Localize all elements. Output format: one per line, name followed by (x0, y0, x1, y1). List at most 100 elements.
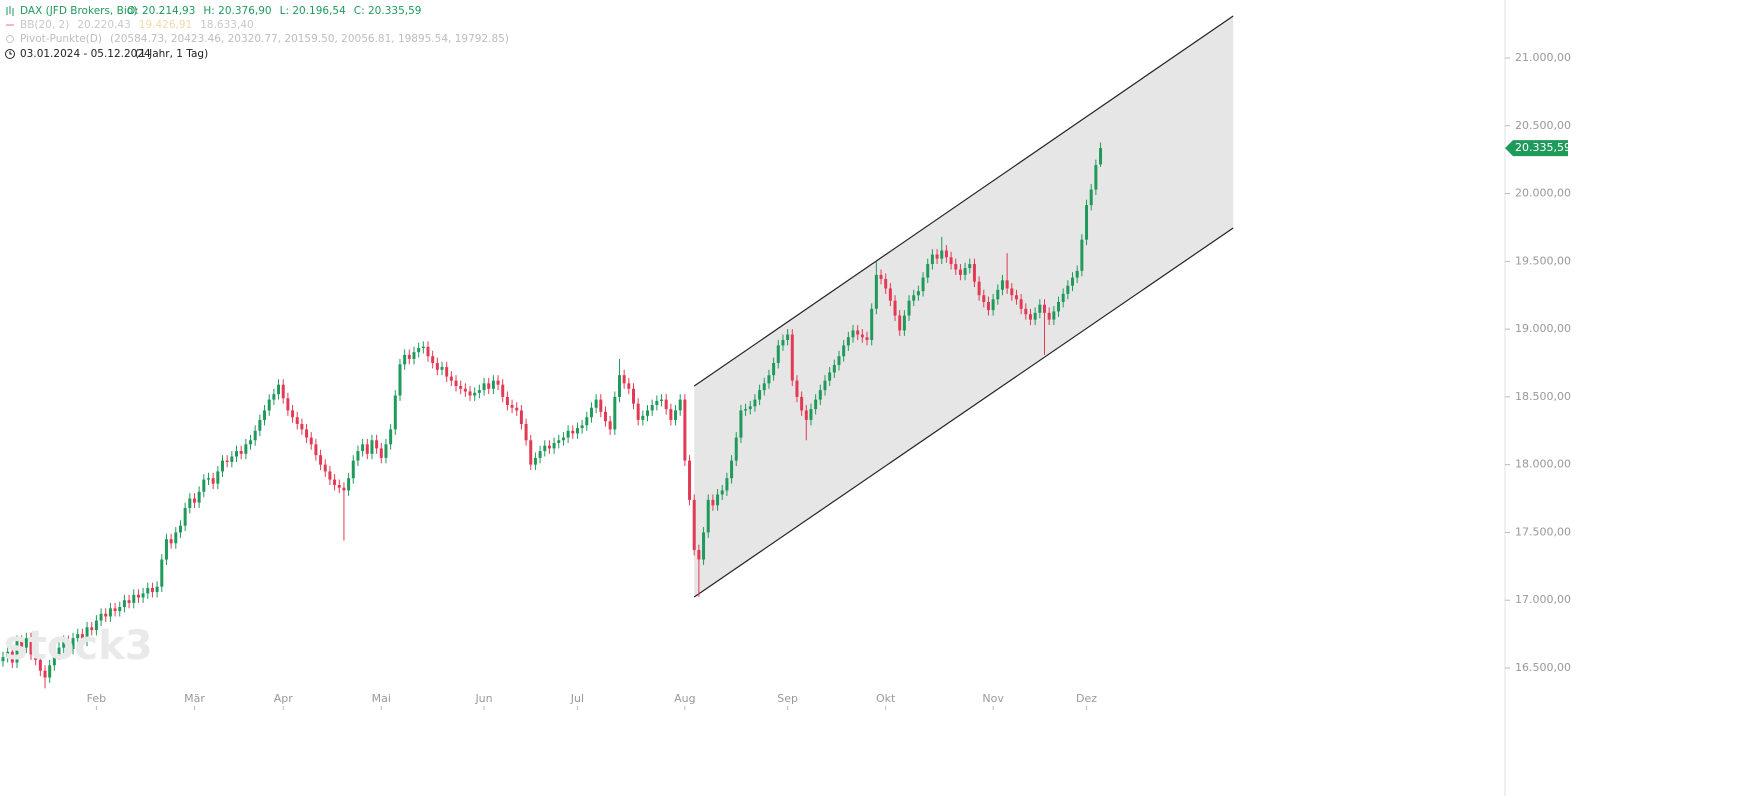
candle-body (319, 455, 323, 465)
candle-body (48, 665, 52, 678)
plot-area (1, 15, 1234, 689)
candle-body (991, 299, 995, 311)
candle-body (6, 651, 10, 658)
candle-body (510, 405, 514, 408)
candle-body (860, 334, 864, 338)
x-tick-label: Jun (474, 692, 492, 705)
candle-body (986, 302, 990, 311)
candle-body (1000, 280, 1004, 290)
candle-body (337, 484, 341, 488)
last-price-label: 20.335,59 (1515, 141, 1571, 154)
candle-body (832, 365, 836, 373)
candle-body (150, 588, 154, 593)
candle-body (113, 608, 117, 612)
candle-body (608, 421, 612, 430)
candle-body (393, 395, 397, 430)
candle-body (454, 380, 458, 387)
x-tick-label: Okt (876, 692, 896, 705)
candle-body (552, 442, 556, 449)
candle-body (702, 532, 706, 560)
candle-body (108, 608, 112, 617)
candle-body (305, 429, 309, 438)
candle-body (85, 627, 89, 641)
candle-body (846, 337, 850, 346)
candle-body (501, 384, 505, 397)
candle-body (669, 409, 673, 420)
candle-body (118, 606, 122, 612)
indicator: BB(20, 2) 20.220,43 19.426,91 18.633,40 (20, 19, 254, 31)
candle-body (725, 478, 729, 491)
candle-body (52, 654, 56, 666)
candle-body (34, 654, 38, 660)
ohlc-label: O: 20.214,93 (127, 5, 195, 17)
candle-body (417, 348, 421, 353)
candle-body (580, 425, 584, 429)
candle-body (407, 354, 411, 359)
x-tick-label: Aug (674, 692, 695, 705)
candle-body (1010, 288, 1014, 296)
candle-body (533, 457, 537, 465)
candle-body (529, 440, 533, 465)
candle-body (281, 384, 285, 399)
candle-body (267, 399, 271, 411)
candle-body (431, 356, 435, 363)
candle-body (160, 559, 164, 587)
candle-body (1042, 304, 1046, 313)
candle-body (1085, 205, 1089, 240)
candle-body (309, 437, 313, 445)
candle-body (351, 460, 355, 479)
candle-body (1038, 304, 1042, 313)
candle-body (585, 417, 589, 426)
ohlc-label: C: 20.335,59 (354, 5, 422, 17)
candle-body (603, 411, 607, 422)
candle-body (664, 399, 668, 410)
candle-body (295, 417, 299, 424)
y-tick-label: 18.500,00 (1515, 390, 1571, 403)
candle-body (333, 479, 337, 485)
x-tick-label: Nov (982, 692, 1004, 705)
candle-body (473, 392, 477, 396)
indicator-value: 19.426,91 (139, 19, 192, 31)
candle-body (258, 419, 262, 431)
indicator-value: 18.633,40 (200, 19, 253, 31)
chart-title: DAX (JFD Brokers, Bid) (20, 5, 138, 17)
candle-body (482, 383, 486, 391)
candle-body (1, 657, 5, 662)
candle-body (174, 532, 178, 544)
header-icon (6, 6, 14, 16)
candle-body (468, 391, 472, 396)
candle-body (734, 437, 738, 461)
period: 03.01.2024 - 05.12.2024 (20, 48, 151, 60)
indicator: Pivot-Punkte(D) (20584.73, 20423.46, 2032… (20, 33, 509, 45)
candle-body (949, 257, 953, 265)
candle-body (244, 444, 248, 454)
candle-body (43, 670, 47, 678)
clock-hand (9, 51, 12, 55)
candle-body (1080, 239, 1084, 271)
candle-body (62, 640, 66, 648)
indicator-value: (20584.73, 20423.46, 20320.77, 20159.50,… (110, 33, 509, 45)
candle-body (828, 372, 832, 381)
candle-body (477, 390, 481, 393)
x-tick-label: Dez (1076, 692, 1097, 705)
candle-body (893, 300, 897, 316)
candle-body (10, 651, 14, 663)
candle-body (660, 399, 664, 401)
candle-body (225, 460, 229, 462)
candle-body (370, 440, 374, 454)
candle-body (916, 291, 920, 296)
period-note: (1 Jahr, 1 Tag) (135, 48, 208, 60)
x-tick-label: Apr (274, 692, 294, 705)
candle-body (683, 399, 687, 461)
candle-body (1005, 280, 1009, 289)
candle-body (1047, 312, 1051, 320)
candle-body (211, 478, 215, 484)
channel-fill (694, 15, 1234, 597)
last-price-tag (1505, 140, 1568, 157)
candle-body (688, 460, 692, 500)
candle-body (711, 499, 715, 506)
ohlc-labels: O: 20.214,93 H: 20.376,90 L: 20.196,54 C: 2… (127, 5, 421, 17)
y-tick-label: 16.500,00 (1515, 661, 1571, 674)
candle-body (874, 274, 878, 309)
candle-body (800, 396, 804, 411)
